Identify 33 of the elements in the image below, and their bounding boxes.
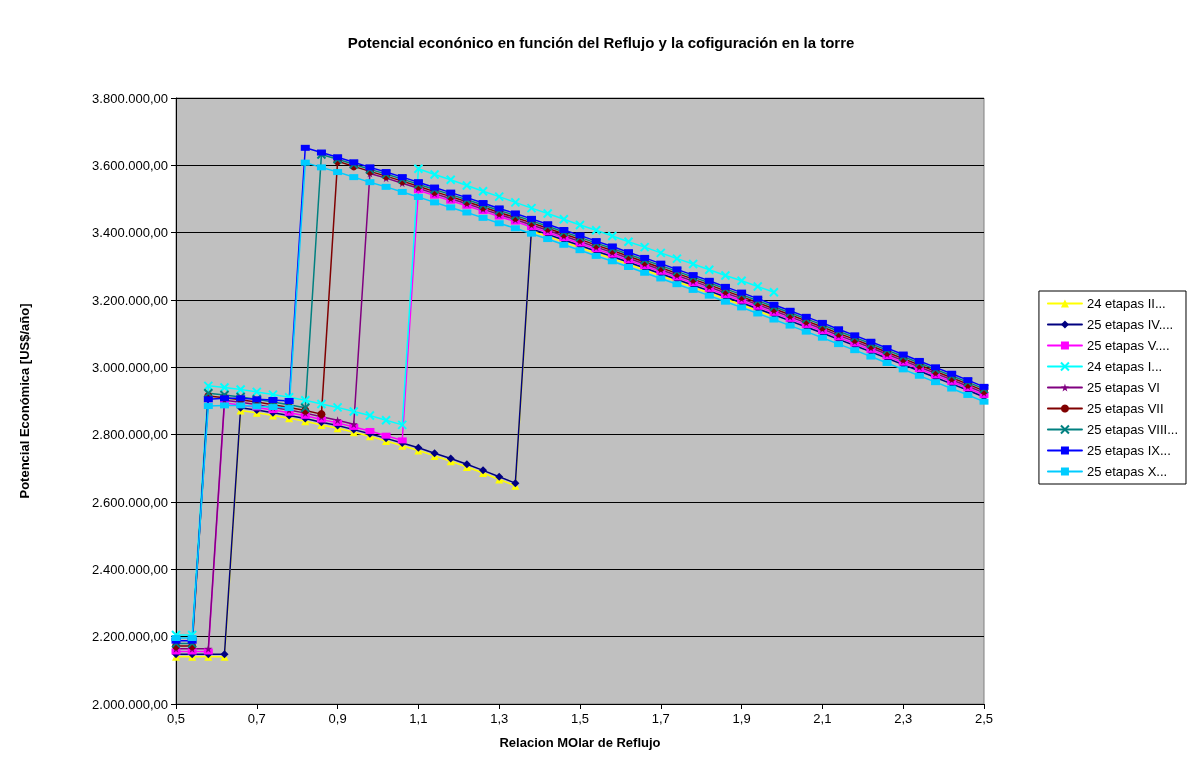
legend-label: 25 etapas IV....	[1086, 317, 1174, 332]
chart-title: Potencial econónico en función del Reflujo y la cofiguración en la torre	[347, 34, 855, 51]
y-tick-label: 2.800.000,00	[92, 427, 168, 443]
legend-label: 25 etapas IX...	[1086, 443, 1171, 458]
x-axis-title: Relacion MOlar de Reflujo	[499, 735, 661, 750]
x-tick-label: 2,5	[974, 711, 994, 726]
legend-label: 24 etapas I...	[1086, 359, 1163, 374]
y-tick-label: 2.200.000,00	[92, 629, 168, 645]
legend-label: 24 etapas II...	[1086, 296, 1166, 311]
x-tick-label: 2,1	[813, 711, 832, 726]
y-tick-label: 2.400.000,00	[92, 561, 168, 577]
y-axis-title: Potencial Económica [US$/año]	[17, 303, 32, 499]
x-tick-label: 0,7	[247, 711, 266, 726]
x-tick-label: 1,3	[490, 711, 509, 726]
y-tick-label: 3.400.000,00	[92, 225, 168, 241]
x-tick-label: 1,5	[570, 711, 590, 726]
x-tick-label: 1,7	[651, 711, 670, 726]
y-tick-label: 3.200.000,00	[92, 292, 168, 308]
legend-label: 25 etapas X...	[1086, 464, 1168, 479]
y-tick-label: 3.000.000,00	[92, 359, 168, 375]
x-tick-label: 1,9	[732, 711, 751, 726]
y-tick-label: 2.000.000,00	[92, 696, 168, 712]
y-tick-label: 3.600.000,00	[92, 157, 168, 173]
legend-label: 25 etapas V....	[1086, 338, 1170, 353]
x-tick-label: 1,1	[409, 711, 428, 726]
y-tick-label: 2.600.000,00	[92, 494, 168, 510]
legend-label: 25 etapas VIII...	[1086, 422, 1179, 437]
x-tick-label: 2,3	[894, 711, 913, 726]
x-tick-label: 0,5	[166, 711, 186, 726]
x-tick-label: 0,9	[328, 711, 347, 726]
legend-label: 25 etapas VI	[1086, 380, 1160, 395]
legend-label: 25 etapas VII	[1086, 401, 1164, 416]
y-tick-label: 3.800.000,00	[92, 90, 168, 106]
